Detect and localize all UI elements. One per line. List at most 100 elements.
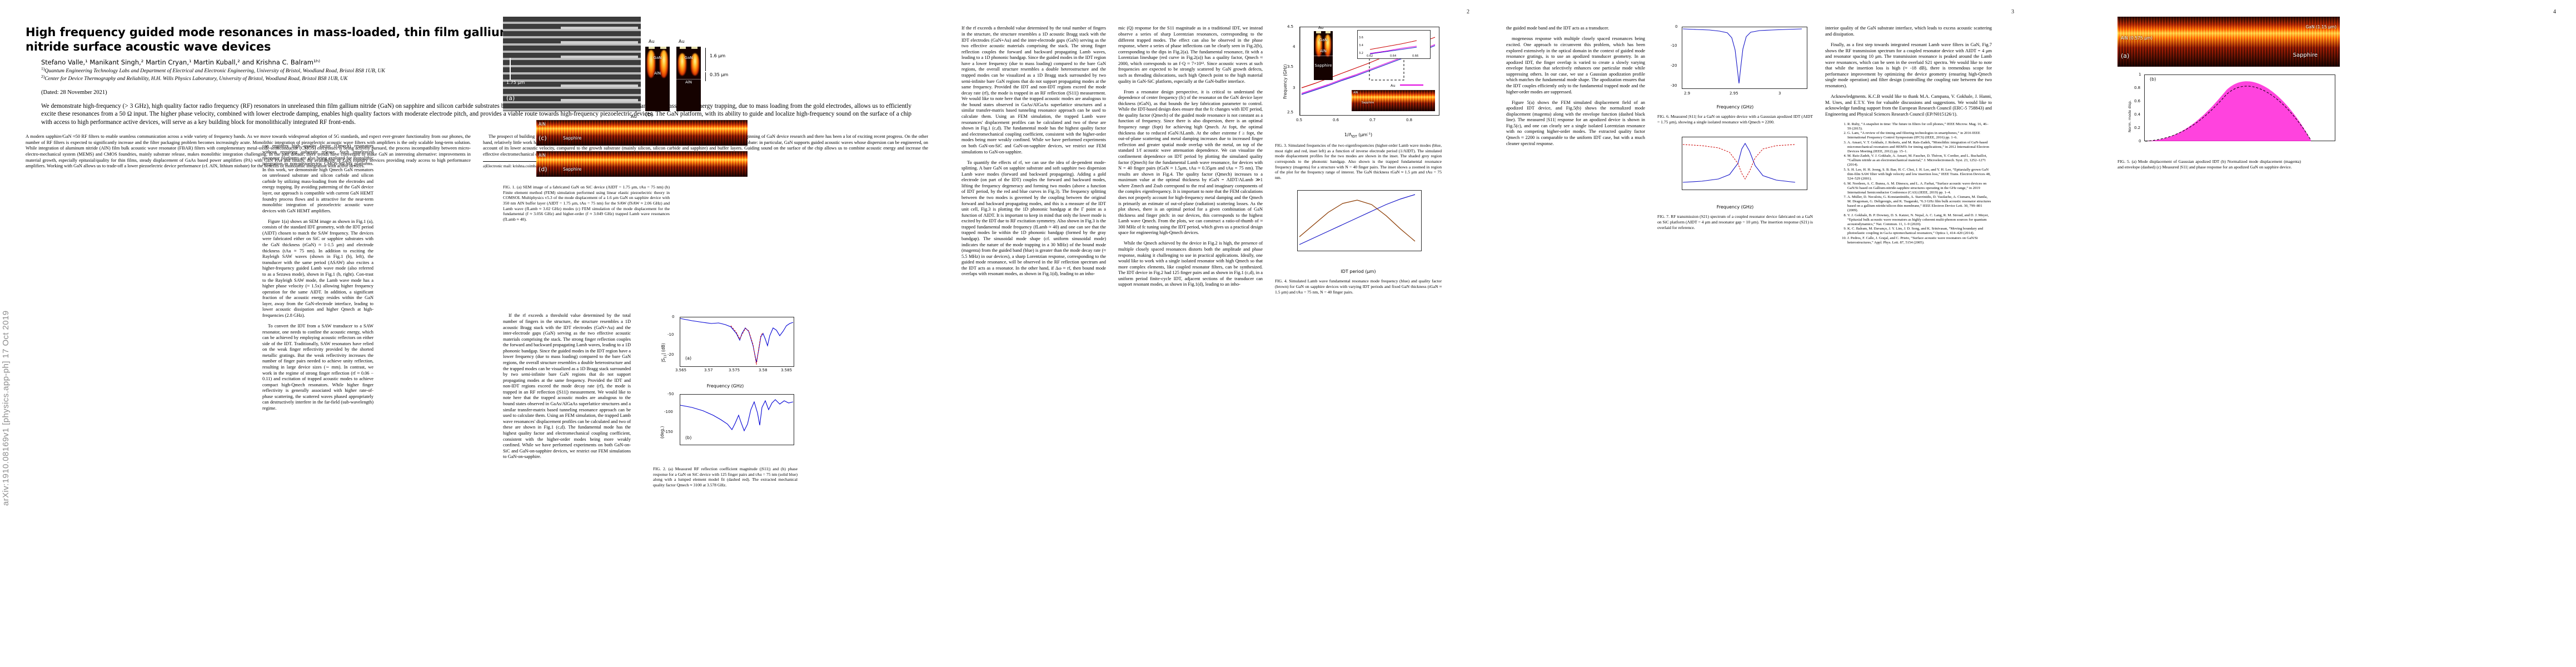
s21-curve — [1682, 143, 1796, 183]
paragraph: While the Qmech achieved by the device i… — [1118, 241, 1263, 287]
page-2: 2 If the rf exceeds a threshold value de… — [945, 0, 1489, 667]
quality-factor-curve — [1299, 200, 1416, 242]
page-4: 4 GaN (1.15 μm) AlN (0.575 μm) (a) Sapph… — [2034, 0, 2576, 667]
s11-phase-trace — [680, 399, 794, 432]
figure-3-x-label: 1/ΛIDT (μm-1) — [1344, 132, 1373, 139]
dim-gan-label: 1.6 μm — [710, 53, 726, 58]
figure-5-y-label: Norm. mode disp. — [2127, 100, 2132, 132]
strip-au-label: Au — [631, 114, 637, 119]
y-tick: -150 — [664, 430, 673, 434]
reference-item: J. Pedros, F. Calle, J. Grajal, and C. P… — [1847, 236, 1992, 245]
au-pad-icon — [1316, 31, 1321, 33]
figure-3-plot: GaN AlN Sapphire Au 3.6 — [1275, 21, 1442, 132]
page-3: 3 the guided mode band and the IDT acts … — [1489, 0, 2034, 667]
figure-3-y-label: Frequency (GHz) — [1283, 64, 1288, 99]
figure-1-panel-d-label: (d) — [539, 166, 547, 173]
page-3-column-1: the guided mode band and the IDT acts as… — [1506, 21, 1645, 249]
envelope-curve — [2145, 86, 2311, 142]
figure-5: GaN (1.15 μm) AlN (0.575 μm) (a) Sapphir… — [2117, 17, 2351, 170]
figure-6: 0 -10 -20 -30 2.9 2.95 3 Frequency (GHz)… — [1657, 21, 1813, 249]
y-tick: 4 — [1293, 44, 1296, 49]
arxiv-spine-label: arXiv:1910.08169v1 [physics.app-ph] 17 O… — [1, 310, 11, 506]
reference-item: M. Nordeen, A. C. Bunea, A. M. Dinescu, … — [1847, 182, 1992, 195]
x-tick: 3.575 — [729, 368, 740, 372]
figure-5-panel-a-label: (a) — [2121, 52, 2130, 59]
mode-lobe — [691, 53, 699, 76]
dim-arrow-icon — [705, 48, 706, 71]
figure-1-panel-c: Au AlN (c) Sapphire — [536, 114, 748, 146]
page-title: High frequency guided mode resonances in… — [26, 26, 928, 54]
paragraph: interior quality of the GaN substrate in… — [1825, 26, 1992, 37]
figure-3-caption: FIG. 3. Simulated frequencies of the two… — [1275, 143, 1442, 180]
figure-3-pillar-inset: GaN AlN Sapphire — [1314, 31, 1333, 80]
page-3-number: 3 — [2011, 9, 2014, 15]
figure-5-envelope — [2145, 81, 2311, 142]
dim-aln-label: 0.35 μm — [710, 72, 729, 77]
x-tick: 0.6 — [1333, 118, 1339, 122]
reference-item: M. Rais-Zadeh, V. J. Gokhale, A. Ansari,… — [1847, 154, 1992, 167]
strip-sapphire-label: Sapphire — [563, 136, 582, 141]
y-tick: 4.5 — [1287, 24, 1294, 29]
figure-6-caption: FIG. 6. Measured |S11| for a GaN on sapp… — [1657, 114, 1813, 125]
figure-3-strip-inset: AlN Sapphire — [1352, 90, 1435, 111]
figure-4-caption: FIG. 4. Simulated Lamb wave fundamental … — [1275, 278, 1442, 295]
figure-5-caption: FIG. 5. (a) Mode displacement of Gaussia… — [2117, 159, 2301, 170]
y-tick: 0 — [2139, 139, 2141, 143]
strip-sapphire-label: Sapphire — [1362, 101, 1374, 104]
mode-heatmap-d: AlN (d) Sapphire — [536, 151, 748, 177]
figure-4-plot — [1275, 186, 1442, 270]
au-pad-icon — [691, 47, 697, 49]
y-tick: 0.8 — [2134, 86, 2141, 90]
page-3-column-3: interior quality of the GaN substrate in… — [1825, 21, 1992, 249]
x-tick: 0.8 — [1406, 118, 1413, 122]
fem-pillar-lamb: GaN AlN — [676, 47, 701, 111]
paragraph: If the rf exceeds a threshold value dete… — [503, 313, 631, 460]
figure-3-legend-au: Au — [1391, 83, 1396, 88]
figure-5-panel-b: (b) 1 0.8 0.6 0.4 0.2 0 Norm. mode disp. — [2117, 70, 2340, 153]
affiliation-2-text: Center for Device Thermography and Relia… — [44, 75, 348, 82]
paragraph: A modern sapphire/GaN ≈50 RF filters to … — [26, 134, 471, 169]
page-4-number: 4 — [2553, 9, 2556, 15]
scale-arrow-icon — [510, 58, 511, 80]
pillar-2-aln-label: AlN — [685, 80, 692, 84]
pillar-1-au-label: Au — [649, 39, 655, 44]
author-list: Stefano Valle,¹ Manikant Singh,² Martin … — [41, 58, 321, 67]
strip-aln-label: AlN — [1353, 91, 1358, 94]
figure-2-panel-b-label: (b) — [685, 435, 692, 440]
au-pad-icon — [649, 47, 655, 49]
measured-curve — [680, 318, 794, 363]
s11-overlay-curve — [1682, 144, 1796, 180]
y-tick: -20 — [667, 352, 674, 357]
y-tick: 0.6 — [2134, 99, 2141, 103]
figure-6-x-label: Frequency (GHz) — [1716, 104, 1754, 109]
y-tick: 3 — [1293, 86, 1296, 90]
idt-finger — [561, 41, 639, 44]
figure-7-x-label: Frequency (GHz) — [1716, 205, 1754, 210]
au-pad-icon — [680, 47, 686, 49]
figure-3: GaN AlN Sapphire Au 3.6 — [1275, 21, 1442, 300]
figure-2-panel-b: -50 -100 -150 (deg.) (b) — [653, 391, 798, 457]
s11-magnitude-trace — [680, 318, 794, 365]
figure-6-plot: 0 -10 -20 -30 2.9 2.95 3 — [1657, 21, 1813, 104]
y-tick: 0.4 — [2134, 112, 2141, 117]
y-tick: 3.5 — [1287, 64, 1294, 69]
inset-aln-label: AlN — [1320, 49, 1327, 53]
x-tick: 3 — [1778, 91, 1781, 96]
figure-1-panel-b-label: (b) — [645, 112, 654, 118]
x-tick: 0.7 — [1369, 118, 1376, 122]
strip-sapphire-label-d: Sapphire — [563, 167, 582, 172]
x-tick: 3.565 — [675, 368, 687, 372]
inset-au-label: Au — [1318, 26, 1324, 30]
page-2-column-1: If the rf exceeds a threshold value dete… — [961, 21, 1106, 300]
paragraph: Finally, as a first step towards integra… — [1825, 42, 1992, 88]
inset-magenta-curve — [1369, 46, 1417, 54]
inset-x-tick: 0.62 — [1367, 54, 1373, 58]
y-tick: -30 — [1671, 83, 1677, 88]
pillar-2-gan-label: GaN — [684, 56, 693, 60]
inset-y-tick: 3.6 — [1359, 36, 1363, 39]
y-tick: -10 — [1671, 43, 1677, 48]
inset-x-tick: 0.66 — [1412, 54, 1419, 58]
fem-mode-pillars: Au Au GaN AlN — [645, 39, 728, 118]
gan-thickness-label: GaN (1.15 μm) — [2305, 24, 2336, 29]
